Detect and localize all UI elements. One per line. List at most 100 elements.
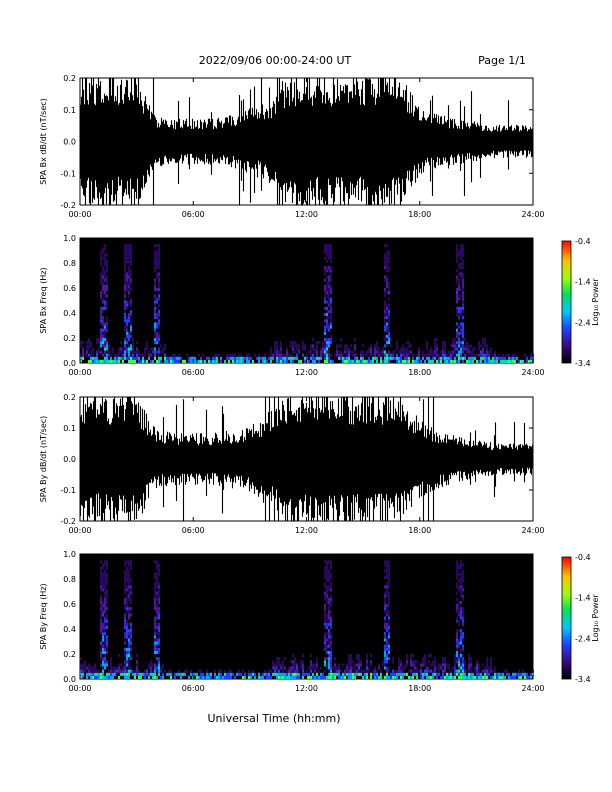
spectrogram-cell [494,353,496,357]
spectrogram-cell [280,341,282,345]
spectrogram-cell [296,669,298,673]
y-tick-label: -0.2 [60,201,76,210]
spectrogram-cell [126,600,128,604]
spectrogram-cell [108,359,110,363]
y-tick-label: 0.2 [63,334,76,343]
spectrogram-cell [444,359,446,363]
y-tick-label: 0.4 [63,625,76,634]
spectrogram-cell [386,344,388,348]
spectrogram-cell [516,672,518,676]
spectrogram-cell [218,672,220,676]
spectrogram-cell [136,347,138,351]
spectrogram-cell [426,347,428,351]
spectrogram-cell [388,331,390,335]
spectrogram-cell [498,353,500,357]
spectrogram-cell [370,672,372,676]
spectrogram-cell [128,272,130,276]
spectrogram-cell [126,316,128,320]
spectrogram-cell [284,356,286,360]
spectrogram-cell [386,259,388,263]
spectrogram-cell [130,331,132,335]
spectrogram-cell [362,669,364,673]
spectrogram-cell [416,359,418,363]
spectrogram-cell [458,654,460,658]
spectrogram-cell [380,356,382,360]
spectrogram-cell [386,575,388,579]
spectrogram-cell [456,632,458,636]
spectrogram-cell [398,356,400,360]
spectrogram-cell [468,350,470,354]
spectrogram-cell [150,660,152,664]
spectrogram-cell [246,359,248,363]
spectrogram-cell [106,325,108,329]
spectrogram-cell [150,669,152,673]
spectrogram-cell [100,675,102,679]
spectrogram-cell [392,660,394,664]
spectrogram-cell [104,635,106,639]
spectrogram-cell [110,669,112,673]
spectrogram-cell [104,328,106,332]
spectrogram-cell [232,359,234,363]
spectrogram-cell [326,579,328,583]
spectrogram-cell [514,353,516,357]
spectrogram-cell [154,341,156,345]
spectrogram-cell [330,641,332,645]
spectrogram-cell [128,616,130,620]
spectrogram-cell [126,657,128,661]
spectrogram-cell [320,353,322,357]
spectrogram-cell [276,359,278,363]
spectrogram-cell [376,675,378,679]
spectrogram-cell [258,675,260,679]
spectrogram-cell [444,663,446,667]
spectrogram-cell [100,331,102,335]
spectrogram-cell [128,641,130,645]
spectrogram-cell [380,350,382,354]
spectrogram-cell [100,313,102,317]
spectrogram-cell [406,341,408,345]
spectrogram-cell [386,560,388,564]
spectrogram-cell [148,663,150,667]
spectrogram-cell [444,344,446,348]
spectrogram-cell [280,666,282,670]
spectrogram-cell [484,672,486,676]
y-axis-label: SPA By dB/dt (nT/sec) [39,416,48,503]
spectrogram-cell [122,669,124,673]
spectrogram-cell [314,675,316,679]
spectrogram-cell [102,341,104,345]
spectrogram-cell [528,675,530,679]
spectrogram-cell [158,259,160,263]
spectrogram-cell [306,353,308,357]
spectrogram-cell [318,675,320,679]
spectrogram-cell [128,284,130,288]
spectrogram-cell [330,306,332,310]
spectrogram-cell [130,644,132,648]
spectrogram-cell [102,300,104,304]
spectrogram-cell [462,338,464,342]
spectrogram-cell [126,328,128,332]
spectrogram-cell [466,344,468,348]
spectrogram-cell [324,250,326,254]
spectrogram-cell [158,334,160,338]
spectrogram-cell [460,647,462,651]
spectrogram-cell [234,353,236,357]
spectrogram-cell [124,275,126,279]
spectrogram-cell [458,350,460,354]
spectrogram-cell [110,672,112,676]
spectrogram-cell [392,657,394,661]
spectrogram-cell [326,359,328,363]
spectrogram-cell [206,356,208,360]
spectrogram-cell [460,275,462,279]
spectrogram-cell [128,635,130,639]
spectrogram-cell [256,356,258,360]
spectrogram-cell [102,575,104,579]
spectrogram-cell [102,256,104,260]
spectrogram-cell [268,672,270,676]
spectrogram-cell [486,359,488,363]
spectrogram-cell [230,675,232,679]
spectrogram-cell [382,359,384,363]
spectrogram-cell [498,356,500,360]
spectrogram-cell [326,313,328,317]
spectrogram-cell [278,356,280,360]
spectrogram-cell [460,572,462,576]
spectrogram-cell [326,275,328,279]
